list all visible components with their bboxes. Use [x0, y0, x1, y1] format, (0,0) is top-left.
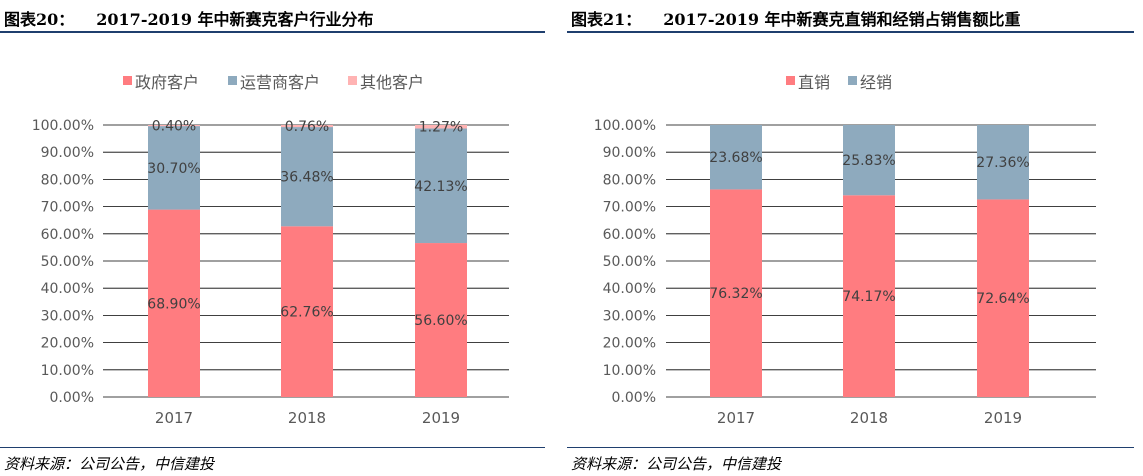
y-tick-label: 50.00%	[603, 254, 656, 270]
data-label: 76.32%	[709, 286, 762, 302]
bar-segment	[843, 195, 895, 397]
figure-title-text: 2017-2019 年中新赛克直销和经销占销售额比重	[663, 10, 1021, 29]
data-label: 56.60%	[414, 313, 467, 329]
y-tick-label: 50.00%	[41, 254, 94, 270]
y-tick-label: 20.00%	[603, 336, 656, 352]
bar-segment	[281, 127, 333, 227]
bar-segment	[977, 199, 1029, 397]
bar-segment	[977, 125, 1029, 200]
figure-21: 图表21： 2017-2019 年中新赛克直销和经销占销售额比重 0.00% 10.…	[567, 0, 1143, 476]
legend-swatch	[786, 76, 795, 85]
data-label: 1.27%	[419, 120, 463, 136]
x-tick-label: 2018	[850, 409, 888, 427]
data-label: 62.76%	[280, 305, 333, 321]
data-label: 72.64%	[976, 291, 1029, 307]
bar-segment	[148, 126, 200, 210]
y-tick-label: 10.00%	[603, 363, 656, 379]
bar-segment	[415, 125, 467, 129]
bar-segment	[281, 226, 333, 397]
data-label: 23.68%	[709, 150, 762, 166]
data-label: 30.70%	[147, 161, 200, 177]
figure-title-text: 2017-2019 年中新赛克客户行业分布	[96, 10, 374, 29]
y-tick-label: 0.00%	[612, 390, 656, 406]
y-tick-label: 30.00%	[41, 308, 94, 324]
y-tick-label: 40.00%	[41, 281, 94, 297]
source-rule	[567, 447, 1134, 448]
bar-segment	[148, 125, 200, 127]
data-label: 25.83%	[842, 153, 895, 169]
y-tick-label: 60.00%	[41, 227, 94, 243]
bar-segment	[415, 243, 467, 397]
source-note: 资料来源：公司公告，中信建投	[4, 455, 215, 473]
y-tick-label: 30.00%	[603, 308, 656, 324]
figure-label: 图表21：	[571, 10, 642, 29]
stacked-bar-chart-customer-industry: 0.00% 10.00% 20.00% 30.00% 40.00% 50.00% 60.00…	[32, 73, 509, 427]
y-tick-label: 0.00%	[50, 390, 94, 406]
y-tick-label: 70.00%	[41, 200, 94, 216]
legend-swatch	[228, 76, 237, 85]
bar-segment	[415, 128, 467, 244]
legend-swatch	[123, 76, 132, 85]
bar-segment	[148, 209, 200, 397]
x-tick-label: 2019	[422, 409, 460, 427]
figure-title: 图表21： 2017-2019 年中新赛克直销和经销占销售额比重	[571, 6, 1021, 30]
stacked-bar-chart-sales-channel: 0.00% 10.00% 20.00% 30.00% 40.00% 50.00% 60.00…	[594, 73, 1096, 427]
y-tick-label: 60.00%	[603, 227, 656, 243]
figure-label: 图表20：	[4, 10, 75, 29]
data-label: 36.48%	[280, 170, 333, 186]
source-note: 资料来源：公司公告，中信建投	[571, 455, 782, 473]
y-tick-label: 100.00%	[32, 118, 94, 134]
y-tick-label: 40.00%	[603, 281, 656, 297]
bar-segment	[710, 189, 762, 397]
source-rule	[0, 447, 545, 448]
y-tick-label: 70.00%	[603, 200, 656, 216]
bar-segment	[843, 125, 895, 196]
legend-label: 直销	[798, 73, 830, 92]
y-tick-label: 90.00%	[41, 145, 94, 161]
legend-label: 运营商客户	[240, 73, 320, 92]
y-tick-label: 90.00%	[603, 145, 656, 161]
bar-segment	[281, 125, 333, 128]
y-tick-label: 100.00%	[594, 118, 656, 134]
x-tick-label: 2018	[288, 409, 326, 427]
legend-label: 其他客户	[360, 73, 424, 92]
data-label: 27.36%	[976, 155, 1029, 171]
legend-label: 经销	[860, 73, 892, 92]
figure-20: 图表20： 2017-2019 年中新赛克客户行业分布 0.00% 10.00% 20…	[0, 0, 545, 476]
data-label: 74.17%	[842, 289, 895, 305]
x-tick-label: 2017	[155, 409, 193, 427]
title-rule	[0, 31, 545, 33]
y-tick-label: 80.00%	[603, 172, 656, 188]
legend-swatch	[848, 76, 857, 85]
data-label: 42.13%	[414, 179, 467, 195]
legend-swatch	[348, 76, 357, 85]
y-tick-label: 10.00%	[41, 363, 94, 379]
data-label: 0.40%	[152, 119, 196, 135]
title-rule	[567, 31, 1134, 33]
x-tick-label: 2017	[717, 409, 755, 427]
data-label: 68.90%	[147, 296, 200, 312]
y-tick-label: 20.00%	[41, 336, 94, 352]
data-label: 0.76%	[285, 119, 329, 135]
bar-segment	[710, 125, 762, 190]
legend-label: 政府客户	[135, 73, 199, 92]
x-tick-label: 2019	[984, 409, 1022, 427]
figure-title: 图表20： 2017-2019 年中新赛克客户行业分布	[4, 6, 374, 30]
y-tick-label: 80.00%	[41, 172, 94, 188]
